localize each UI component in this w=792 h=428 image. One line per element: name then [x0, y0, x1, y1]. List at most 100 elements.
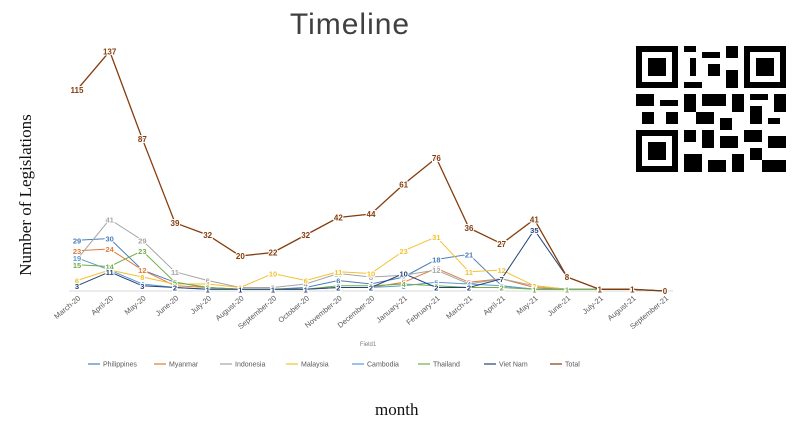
data-label: 137 — [103, 47, 117, 56]
data-label: 29 — [73, 236, 81, 245]
data-point — [598, 287, 601, 291]
data-point — [75, 256, 79, 260]
data-point — [467, 286, 471, 289]
data-label: 11 — [106, 268, 114, 277]
x-tick-label: August-20 — [214, 294, 246, 323]
data-point — [533, 284, 536, 288]
data-point — [75, 263, 79, 267]
legend-label: Myanmar — [169, 362, 199, 369]
data-label: 5 — [434, 278, 438, 287]
data-label: 1 — [630, 285, 635, 294]
data-point — [402, 182, 405, 186]
data-label: 41 — [105, 215, 113, 224]
data-point — [75, 284, 79, 288]
data-point — [402, 249, 405, 253]
data-label: 14 — [105, 263, 114, 272]
data-point — [304, 287, 307, 291]
data-point — [435, 156, 438, 160]
data-label: 18 — [73, 256, 81, 265]
data-point — [435, 268, 438, 272]
data-label: 23 — [73, 247, 81, 256]
data-label: 10 — [367, 270, 375, 279]
data-label: 6 — [336, 277, 340, 286]
data-point — [173, 221, 177, 225]
data-point — [467, 270, 471, 274]
x-tick-label: June-20 — [154, 294, 181, 318]
data-label: 1 — [304, 285, 308, 294]
data-label: 3 — [75, 282, 79, 291]
data-point — [141, 275, 144, 279]
legend-label: Malaysia — [301, 362, 329, 369]
data-label: 9 — [402, 271, 406, 280]
data-label: 2 — [173, 284, 177, 293]
data-label: 32 — [203, 231, 212, 240]
data-label: 4 — [304, 280, 309, 289]
data-point — [304, 282, 307, 286]
data-label: 41 — [530, 215, 539, 224]
data-point — [337, 286, 340, 289]
data-label: 11 — [171, 268, 179, 277]
data-point — [108, 265, 111, 268]
data-point — [271, 272, 275, 275]
data-point — [663, 289, 667, 293]
data-point — [337, 279, 340, 282]
data-point — [402, 272, 405, 275]
x-tick-label: May-20 — [123, 294, 148, 317]
data-point — [369, 275, 373, 279]
data-point — [435, 280, 438, 284]
data-point — [108, 217, 111, 221]
data-point — [108, 270, 111, 274]
data-label: 4 — [173, 280, 178, 289]
data-point — [108, 247, 111, 251]
data-label: 87 — [138, 135, 147, 144]
data-label: 2 — [434, 284, 438, 293]
x-tick-label: May-21 — [515, 294, 540, 317]
data-label: 3 — [402, 282, 406, 291]
data-label: 8 — [565, 273, 570, 282]
data-point — [141, 137, 144, 141]
data-point — [173, 286, 177, 289]
legend-label: Viet Nam — [499, 362, 528, 369]
data-label: 10 — [334, 270, 342, 279]
data-label: 24 — [105, 245, 114, 254]
x-tick-label: March-20 — [52, 294, 82, 321]
chart-title: Timeline — [289, 8, 411, 41]
data-point — [206, 279, 209, 282]
data-point — [337, 270, 340, 274]
data-label: 39 — [171, 219, 180, 228]
data-label: 35 — [530, 226, 538, 235]
data-label: 2 — [369, 284, 373, 293]
data-point — [75, 88, 79, 92]
data-point — [500, 242, 503, 246]
data-label: 15 — [73, 261, 81, 270]
data-point — [467, 282, 471, 286]
data-point — [173, 280, 177, 284]
data-point — [500, 277, 503, 281]
data-point — [271, 287, 275, 291]
data-point — [467, 226, 471, 230]
data-label: 4 — [369, 280, 374, 289]
data-label: 36 — [465, 224, 474, 233]
data-point — [500, 286, 503, 289]
data-label: 10 — [399, 270, 407, 279]
data-label: 8 — [140, 273, 144, 282]
data-label: 12 — [138, 266, 146, 275]
data-label: 31 — [432, 233, 440, 242]
data-point — [141, 284, 144, 288]
x-tick-label: April-21 — [481, 294, 507, 318]
data-label: 11 — [334, 268, 342, 277]
data-label: 22 — [269, 249, 278, 258]
data-label: 6 — [206, 277, 210, 286]
data-point — [533, 228, 536, 232]
data-label: 3 — [140, 282, 144, 291]
legend-label: Philippines — [103, 362, 137, 369]
data-label: 30 — [105, 235, 113, 244]
data-label: 23 — [138, 247, 146, 256]
data-point — [141, 249, 144, 253]
legend-label: Indonesia — [235, 362, 265, 369]
data-point — [337, 216, 340, 219]
data-point — [369, 286, 373, 289]
data-label: 23 — [399, 247, 407, 256]
